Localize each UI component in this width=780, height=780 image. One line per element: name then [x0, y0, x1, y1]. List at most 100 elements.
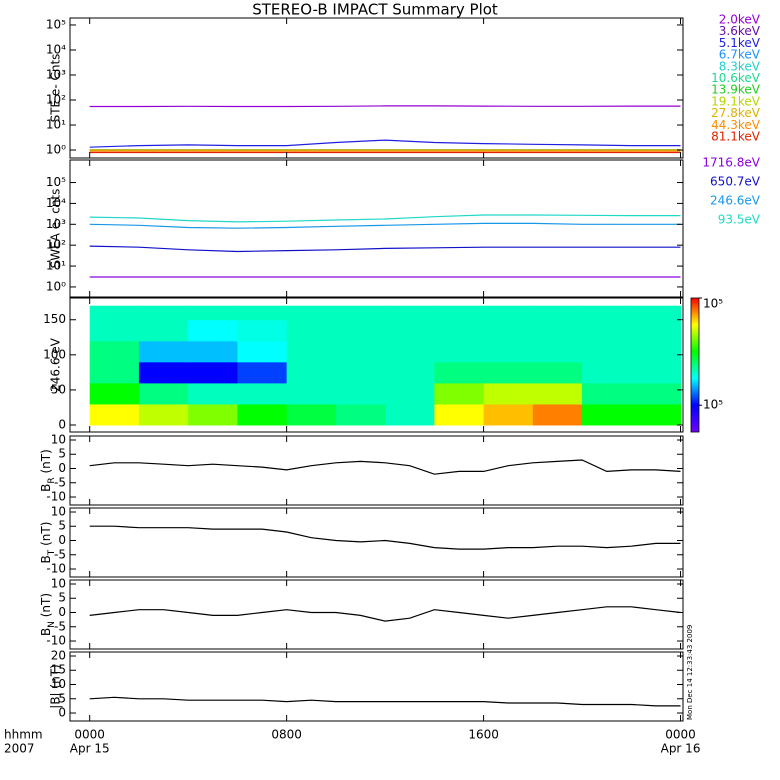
spectrogram-cell — [483, 361, 534, 384]
spectrogram-cell — [138, 340, 189, 363]
y-tick-label: 15 — [51, 663, 66, 677]
y-axis-label-part: (nT) — [39, 593, 53, 621]
spectrogram-cell — [335, 403, 386, 426]
spectrogram-cell — [582, 340, 632, 363]
spectrogram-cell — [582, 382, 632, 405]
spectrogram-cell — [631, 319, 682, 342]
y-axis-label-part: (nT) — [39, 449, 53, 477]
legend-entry: 246.6eV — [710, 194, 761, 208]
spectrogram-cell — [434, 403, 485, 426]
y-tick-label: 100 — [43, 347, 66, 361]
legend-entry: 27.8keV — [711, 106, 761, 120]
x-tick-label: 0000 — [665, 728, 696, 742]
panel-frame — [69, 159, 684, 298]
colorbar — [690, 297, 700, 433]
y-tick-label: 0 — [58, 533, 66, 547]
legend-entry: 93.5eV — [718, 213, 761, 227]
series-line — [89, 105, 681, 108]
spectrogram-cell — [434, 361, 485, 384]
y-tick-label: -5 — [54, 547, 66, 561]
y-tick-label: 10² — [46, 238, 66, 252]
year-label: 2007 — [4, 742, 35, 756]
time-unit-label: hhmm — [4, 728, 43, 742]
y-tick-label: 10 — [51, 677, 66, 691]
panel-plot-area — [89, 214, 681, 278]
y-axis-label: BR (nT) — [39, 449, 57, 492]
y-tick-label: 0 — [58, 605, 66, 619]
spectrogram-cell — [532, 361, 583, 384]
spectrogram-cell — [286, 361, 337, 384]
y-tick-label: -5 — [54, 619, 66, 633]
date-label: Apr 15 — [70, 742, 110, 756]
panel-frame — [69, 297, 684, 433]
y-tick-label: 10 — [51, 432, 66, 446]
panel-plot-area — [89, 459, 681, 475]
spectrogram-cell — [582, 403, 632, 426]
spectrogram-cell — [631, 403, 682, 426]
series-line — [89, 606, 681, 622]
date-label: Apr 16 — [661, 742, 701, 756]
spectrogram-cell — [138, 361, 189, 384]
panel-frame — [69, 435, 684, 506]
spectrogram-cell — [532, 319, 583, 342]
spectrogram-cell — [188, 305, 238, 321]
y-axis-label: BN (nT) — [39, 593, 57, 636]
spectrogram-cell — [188, 319, 238, 342]
panel-plot-area — [89, 305, 682, 426]
y-tick-label: 10⁴ — [46, 42, 66, 56]
spectrogram-cell — [532, 403, 583, 426]
y-axis-label-part: T — [47, 549, 57, 556]
spectrogram-cell — [631, 305, 682, 321]
y-axis-label-part: B — [39, 555, 53, 563]
spectrogram-cell — [286, 319, 337, 342]
y-tick-label: 10¹ — [46, 118, 66, 132]
spectrogram-cell — [237, 403, 288, 426]
spectrogram-cell — [483, 382, 534, 405]
y-axis-label-part: N — [47, 621, 57, 628]
spectrogram-cell — [532, 305, 583, 321]
series-line — [89, 139, 681, 148]
y-tick-label: -10 — [46, 634, 66, 648]
legend-entry: 6.7keV — [719, 48, 761, 62]
y-tick-label: 10 — [51, 576, 66, 590]
series-line — [89, 525, 681, 550]
y-tick-label: 150 — [43, 312, 66, 326]
timestamp-note: Mon Dec 14 12:33:43 2009 — [686, 625, 694, 720]
legend-entry: 81.1keV — [711, 130, 761, 144]
y-axis-label-part: R — [47, 477, 57, 483]
spectrogram-cell — [237, 305, 288, 321]
spectrogram-cell — [631, 340, 682, 363]
y-tick-label: 0 — [58, 417, 66, 431]
spectrogram-cell — [89, 305, 140, 321]
spectrogram-cell — [385, 305, 435, 321]
spectrogram-cell — [286, 340, 337, 363]
spectrogram-cell — [138, 403, 189, 426]
spectrogram-cell — [138, 382, 189, 405]
spectrogram-cell — [483, 305, 534, 321]
spectrogram-cell — [483, 340, 534, 363]
spectrogram-cell — [286, 382, 337, 405]
y-axis-label: BT (nT) — [39, 522, 57, 564]
panel-plot-area — [89, 105, 681, 154]
spectrogram-cell — [582, 319, 632, 342]
x-tick-label: 1600 — [468, 728, 499, 742]
y-tick-label: 10⁰ — [46, 143, 66, 157]
spectrogram-cell — [532, 340, 583, 363]
spectrogram-cell — [532, 382, 583, 405]
y-tick-label: 10³ — [46, 67, 66, 81]
panel-frame — [69, 507, 684, 578]
spectrogram-cell — [335, 382, 386, 405]
y-tick-label: 20 — [51, 648, 66, 662]
spectrogram-cell — [237, 340, 288, 363]
y-axis-label: SWEA e- cnts — [49, 189, 63, 269]
colorbar-tick-label: 10⁵ — [703, 398, 723, 412]
y-axis-label-part: (nT) — [39, 522, 53, 550]
spectrogram-cell — [335, 319, 386, 342]
panel-plot-area — [89, 525, 681, 550]
y-tick-label: 10 — [51, 504, 66, 518]
spectrogram-cell — [188, 382, 238, 405]
legend-entry: 10.6keV — [711, 71, 761, 85]
panel-frame — [69, 651, 684, 722]
spectrogram-cell — [286, 305, 337, 321]
